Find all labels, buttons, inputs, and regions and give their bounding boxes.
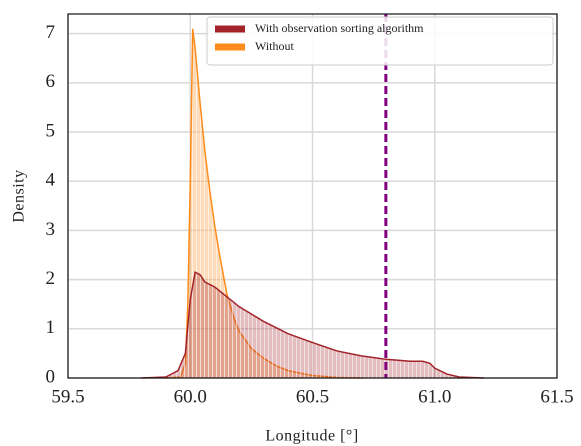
- y-tick-label: 7: [46, 22, 56, 43]
- legend-swatch: [215, 43, 245, 51]
- plot-frame: [67, 13, 558, 379]
- y-tick-label: 4: [46, 170, 56, 191]
- grid: [67, 14, 558, 379]
- y-tick-label: 5: [46, 120, 56, 141]
- y-axis-label: Density: [11, 169, 28, 222]
- y-tick-label: 2: [46, 268, 56, 289]
- x-tick-label: 61.5: [540, 386, 573, 407]
- axes: 59.5 60.0 60.5 61.0 61.5 0 1 2 3 4 5 6 7: [46, 22, 574, 407]
- y-tick-label: 3: [46, 219, 56, 240]
- legend-label: With observation sorting algorithm: [255, 21, 424, 35]
- y-tick-label: 1: [46, 317, 56, 338]
- x-tick-label: 60.0: [174, 386, 207, 407]
- y-tick-label: 6: [46, 71, 56, 92]
- density-stripes: [141, 272, 484, 378]
- legend-box: [206, 16, 554, 66]
- legend-swatch: [215, 25, 245, 33]
- x-axis-label: Longitude [°]: [265, 428, 358, 445]
- plot-area: [141, 14, 484, 379]
- density-line: [141, 271, 484, 379]
- x-tick-label: 59.5: [51, 386, 84, 407]
- x-tick-label: 61.0: [418, 386, 451, 407]
- legend-label: Without: [255, 39, 295, 53]
- y-tick-label: 0: [46, 366, 56, 387]
- x-tick-label: 60.5: [296, 386, 329, 407]
- legend: With observation sorting algorithm Withou…: [206, 16, 554, 66]
